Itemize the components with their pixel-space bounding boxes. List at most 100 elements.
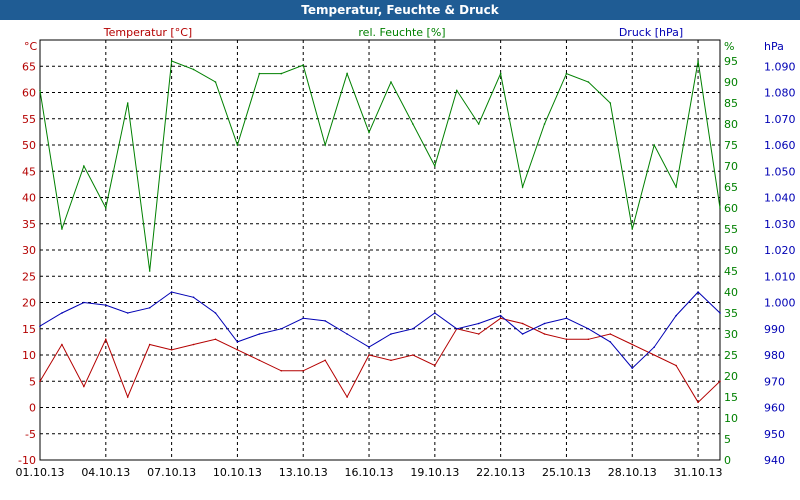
temperature-point [236, 348, 239, 351]
pressure-point [477, 322, 480, 325]
temperature-tick-label: 60 [22, 87, 36, 100]
temperature-point [126, 396, 129, 398]
temperature-tick-label: 40 [22, 192, 36, 205]
humidity-point [214, 81, 217, 83]
temperature-line [39, 317, 721, 404]
humidity-point [83, 165, 85, 167]
x-tick-label: 10.10.13 [213, 466, 262, 479]
temperature-point [258, 359, 261, 362]
pressure-tick-label: 1.020 [764, 244, 796, 257]
humidity-tick-label: 70 [724, 160, 738, 173]
humidity-point [499, 72, 502, 75]
temperature-tick-label: 5 [29, 375, 36, 388]
temperature-tick-label: 55 [22, 113, 36, 126]
humidity-tick-label: 60 [724, 202, 738, 215]
temperature-series-label: Temperatur [°C] [103, 26, 192, 39]
humidity-tick-label: 65 [724, 181, 738, 194]
temperature-tick-label: 65 [22, 60, 36, 73]
humidity-point [434, 165, 436, 167]
temperature-point [434, 364, 436, 367]
x-tick-label: 19.10.13 [410, 466, 459, 479]
pressure-tick-label: 1.070 [764, 113, 796, 126]
pressure-point [214, 312, 217, 314]
humidity-tick-label: 0 [724, 454, 731, 467]
temperature-point [280, 369, 283, 372]
humidity-tick-label: 40 [724, 286, 738, 299]
humidity-point [653, 144, 655, 146]
pressure-tick-label: 990 [764, 323, 785, 336]
temperature-tick-label: 35 [22, 218, 36, 231]
humidity-point [609, 102, 612, 104]
temperature-tick-label: -10 [18, 454, 36, 467]
temperature-point [609, 333, 612, 335]
temperature-point [346, 396, 348, 398]
x-tick-label: 16.10.13 [345, 466, 394, 479]
series-lines [39, 60, 721, 404]
humidity-point [302, 64, 305, 66]
pressure-tick-label: 1.080 [764, 87, 796, 100]
pressure-point [653, 346, 655, 348]
pressure-tick-label: 1.090 [764, 60, 796, 73]
x-tick-label: 04.10.13 [81, 466, 130, 479]
humidity-tick-label: 5 [724, 433, 731, 446]
pressure-point [324, 320, 326, 322]
pressure-tick-label: 940 [764, 454, 785, 467]
temperature-point [105, 338, 107, 341]
humidity-point [236, 144, 239, 146]
humidity-point [565, 72, 568, 75]
temperature-tick-label: 25 [22, 270, 36, 283]
humidity-tick-label: 35 [724, 307, 738, 320]
unit-hpa-label: hPa [764, 40, 784, 53]
humidity-tick-label: 30 [724, 328, 738, 341]
humidity-tick-label: 10 [724, 412, 738, 425]
humidity-tick-label: 85 [724, 97, 738, 110]
temperature-tick-label: 15 [22, 323, 36, 336]
humidity-point [477, 123, 480, 125]
pressure-point [236, 341, 239, 343]
humidity-point [521, 186, 524, 188]
temperature-point [302, 369, 305, 372]
temperature-tick-label: 50 [22, 139, 36, 152]
temperature-point [675, 364, 677, 367]
pressure-point [126, 312, 129, 314]
x-tick-label: 01.10.13 [16, 466, 65, 479]
pressure-tick-label: 1.050 [764, 165, 796, 178]
humidity-point [61, 228, 63, 230]
temperature-point [61, 343, 63, 346]
humidity-tick-label: 45 [724, 265, 738, 278]
temperature-point [368, 354, 370, 356]
temperature-tick-label: 10 [22, 349, 36, 362]
temperature-point [390, 359, 392, 362]
humidity-point [170, 60, 173, 62]
pressure-point [192, 296, 195, 299]
humidity-point [258, 72, 261, 75]
humidity-point [719, 207, 721, 209]
humidity-point [412, 123, 414, 125]
humidity-tick-label: 80 [724, 118, 738, 131]
axis-titles: °C Temperatur [°C] rel. Feuchte [%] Druc… [24, 26, 784, 53]
pressure-point [543, 322, 546, 325]
unit-percent-label: % [724, 40, 734, 53]
x-tick-label: 22.10.13 [476, 466, 525, 479]
humidity-point [105, 207, 107, 209]
humidity-point [324, 144, 326, 146]
tick-labels: 01.10.13 04.10.13 07.10.13 10.10.13 13.10.13… [16, 55, 796, 479]
pressure-tick-label: 1.030 [764, 218, 796, 231]
temperature-point [477, 333, 480, 335]
pressure-point [609, 341, 612, 343]
temperature-point [631, 343, 634, 346]
x-tick-label: 07.10.13 [147, 466, 196, 479]
temperature-point [499, 317, 502, 320]
pressure-tick-label: 1.010 [764, 270, 796, 283]
pressure-point [719, 312, 721, 314]
temperature-point [412, 354, 414, 356]
x-tick-label: 13.10.13 [279, 466, 328, 479]
pressure-point [346, 333, 348, 335]
pressure-point [434, 312, 436, 314]
temperature-point [719, 380, 721, 383]
pressure-point [675, 314, 677, 317]
grid-lines [40, 40, 720, 460]
humidity-point [455, 89, 458, 92]
temperature-point [543, 333, 546, 335]
pressure-tick-label: 970 [764, 375, 785, 388]
